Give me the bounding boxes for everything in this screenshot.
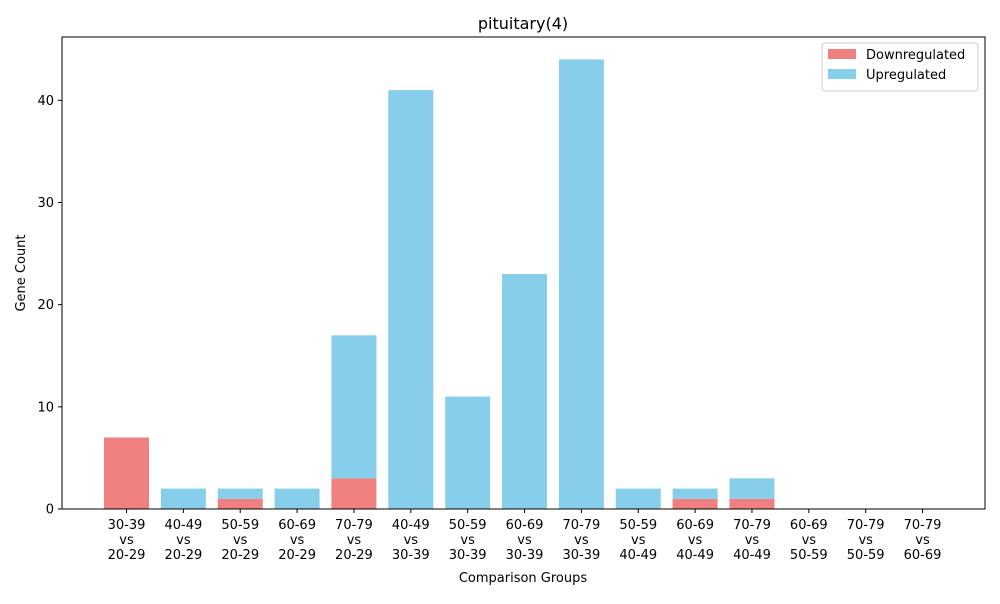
bar-upregulated-5 (388, 90, 434, 509)
bar-downregulated-11 (729, 498, 775, 509)
y-tick-label: 10 (37, 400, 54, 415)
legend: Downregulated Upregulated (821, 42, 979, 92)
bar-upregulated-8 (558, 59, 604, 509)
bars-group (104, 59, 775, 509)
x-tick-label: 50-59 vs 20-29 (221, 518, 259, 563)
y-tick-label: 20 (37, 298, 54, 313)
bar-upregulated-10 (672, 488, 718, 499)
x-tick-label: 70-79 vs 40-49 (733, 518, 771, 563)
x-tick-label: 40-49 vs 30-39 (392, 518, 430, 563)
bar-upregulated-3 (274, 488, 320, 509)
x-axis: 30-39 vs 20-29 40-49 vs 20-29 50-59 vs 20-29 60-6… (108, 509, 942, 563)
plot-frame (61, 36, 986, 510)
x-tick-label: 60-69 vs 50-59 (790, 518, 828, 563)
bar-upregulated-11 (729, 478, 775, 499)
x-tick-label: 40-49 vs 20-29 (164, 518, 202, 563)
bar-downregulated-2 (217, 498, 263, 509)
y-tick-label: 40 (37, 94, 54, 109)
bar-upregulated-2 (217, 488, 263, 499)
legend-swatch-upregulated (828, 69, 856, 79)
chart-title: pituitary(4) (478, 14, 568, 33)
x-tick-label: 70-79 vs 20-29 (335, 518, 373, 563)
bar-upregulated-7 (502, 274, 548, 509)
bar-upregulated-6 (445, 396, 491, 509)
legend-frame (821, 42, 979, 92)
legend-label-downregulated: Downregulated (866, 48, 965, 63)
y-tick-label: 30 (37, 196, 54, 211)
x-tick-label: 60-69 vs 30-39 (506, 518, 544, 563)
bar-upregulated-9 (615, 488, 661, 509)
bar-downregulated-4 (331, 478, 377, 509)
x-tick-label: 60-69 vs 20-29 (278, 518, 316, 563)
y-axis: 0 10 20 30 40 (37, 94, 62, 518)
x-tick-label: 70-79 vs 30-39 (562, 518, 600, 563)
x-axis-label: Comparison Groups (459, 571, 588, 586)
x-tick-label: 30-39 vs 20-29 (108, 518, 146, 563)
x-tick-label: 70-79 vs 60-69 (904, 518, 942, 563)
x-tick-label: 70-79 vs 50-59 (847, 518, 885, 563)
bar-downregulated-0 (104, 437, 149, 509)
y-axis-label: Gene Count (14, 234, 29, 311)
x-tick-label: 50-59 vs 30-39 (449, 518, 487, 563)
bar-upregulated-1 (160, 488, 206, 509)
legend-swatch-downregulated (828, 49, 856, 59)
x-tick-label: 60-69 vs 40-49 (676, 518, 714, 563)
x-tick-label: 50-59 vs 40-49 (619, 518, 657, 563)
y-tick-label: 0 (46, 503, 54, 518)
legend-label-upregulated: Upregulated (866, 68, 946, 83)
bar-upregulated-4 (331, 335, 377, 479)
bar-downregulated-10 (672, 498, 718, 509)
